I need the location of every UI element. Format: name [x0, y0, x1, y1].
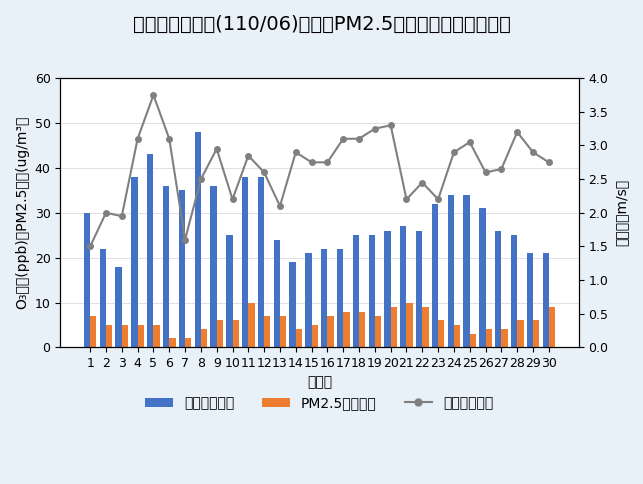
- Bar: [154, 325, 159, 348]
- Bar: [233, 320, 239, 348]
- Bar: [138, 325, 144, 348]
- Bar: [470, 334, 476, 348]
- Bar: [527, 253, 533, 348]
- 風速日平均值: [513, 129, 521, 135]
- Bar: [100, 249, 106, 348]
- 風速日平均值: [466, 139, 474, 145]
- Bar: [416, 231, 422, 348]
- Bar: [242, 177, 248, 348]
- 風速日平均值: [102, 210, 110, 216]
- Bar: [289, 262, 296, 348]
- Bar: [327, 316, 334, 348]
- 風速日平均值: [308, 159, 316, 165]
- Bar: [368, 235, 375, 348]
- 風速日平均值: [244, 152, 252, 158]
- Bar: [106, 325, 113, 348]
- 風速日平均值: [450, 150, 458, 155]
- Bar: [533, 320, 539, 348]
- Bar: [210, 186, 217, 348]
- Bar: [454, 325, 460, 348]
- Bar: [359, 312, 365, 348]
- Line: 風速日平均值: 風速日平均值: [87, 92, 552, 249]
- X-axis label: 日　期: 日 期: [307, 376, 332, 390]
- Bar: [84, 213, 90, 348]
- Bar: [495, 231, 502, 348]
- Bar: [543, 253, 549, 348]
- Bar: [479, 208, 485, 348]
- Bar: [248, 302, 255, 348]
- 風速日平均值: [498, 166, 505, 172]
- Bar: [131, 177, 138, 348]
- 風速日平均值: [197, 176, 204, 182]
- Bar: [549, 307, 555, 348]
- Bar: [422, 307, 429, 348]
- Bar: [385, 231, 391, 348]
- Bar: [201, 330, 207, 348]
- Bar: [122, 325, 128, 348]
- Bar: [391, 307, 397, 348]
- Bar: [448, 195, 454, 348]
- Bar: [312, 325, 318, 348]
- 風速日平均值: [323, 159, 331, 165]
- Y-axis label: O₃濃度(ppb)、PM2.5濃度(ug/m³）: O₃濃度(ppb)、PM2.5濃度(ug/m³）: [15, 116, 29, 309]
- Bar: [226, 235, 233, 348]
- Bar: [305, 253, 312, 348]
- Bar: [258, 177, 264, 348]
- Legend: 臭氧日平均值, PM2.5日平均值, 風速日平均值: 臭氧日平均值, PM2.5日平均值, 風速日平均值: [140, 391, 500, 416]
- 風速日平均值: [545, 159, 553, 165]
- Bar: [116, 267, 122, 348]
- Bar: [274, 240, 280, 348]
- Bar: [280, 316, 286, 348]
- 風速日平均值: [86, 243, 94, 249]
- 風速日平均值: [150, 92, 158, 98]
- 風速日平均值: [434, 197, 442, 202]
- 風速日平均值: [276, 203, 284, 209]
- 風速日平均值: [355, 136, 363, 142]
- 風速日平均值: [118, 213, 125, 219]
- Bar: [321, 249, 327, 348]
- 風速日平均值: [387, 122, 395, 128]
- 風速日平均值: [340, 136, 347, 142]
- Bar: [337, 249, 343, 348]
- Bar: [438, 320, 444, 348]
- Bar: [406, 302, 413, 348]
- Bar: [517, 320, 523, 348]
- 風速日平均值: [229, 197, 237, 202]
- Bar: [185, 338, 192, 348]
- 風速日平均值: [292, 150, 300, 155]
- 風速日平均值: [529, 150, 537, 155]
- Bar: [179, 190, 185, 348]
- Bar: [511, 235, 517, 348]
- Bar: [296, 330, 302, 348]
- 風速日平均值: [134, 136, 141, 142]
- Bar: [264, 316, 271, 348]
- 風速日平均值: [165, 136, 173, 142]
- 風速日平均值: [213, 146, 221, 152]
- Bar: [375, 316, 381, 348]
- 風速日平均值: [371, 126, 379, 132]
- Bar: [90, 316, 96, 348]
- Bar: [217, 320, 223, 348]
- Bar: [169, 338, 176, 348]
- Bar: [432, 204, 438, 348]
- Bar: [353, 235, 359, 348]
- Y-axis label: 風　速（m/s）: 風 速（m/s）: [614, 179, 628, 246]
- 風速日平均值: [181, 237, 189, 242]
- Bar: [163, 186, 169, 348]
- 風速日平均值: [403, 197, 410, 202]
- Bar: [502, 330, 508, 348]
- Text: 環保署大城測站(110/06)臭氧、PM2.5與風速日平均值趨勢圖: 環保署大城測站(110/06)臭氧、PM2.5與風速日平均值趨勢圖: [132, 15, 511, 33]
- Bar: [400, 226, 406, 348]
- Bar: [195, 132, 201, 348]
- Bar: [147, 154, 154, 348]
- Bar: [343, 312, 350, 348]
- 風速日平均值: [482, 169, 489, 175]
- 風速日平均值: [260, 169, 268, 175]
- 風速日平均值: [419, 180, 426, 185]
- Bar: [464, 195, 470, 348]
- Bar: [485, 330, 492, 348]
